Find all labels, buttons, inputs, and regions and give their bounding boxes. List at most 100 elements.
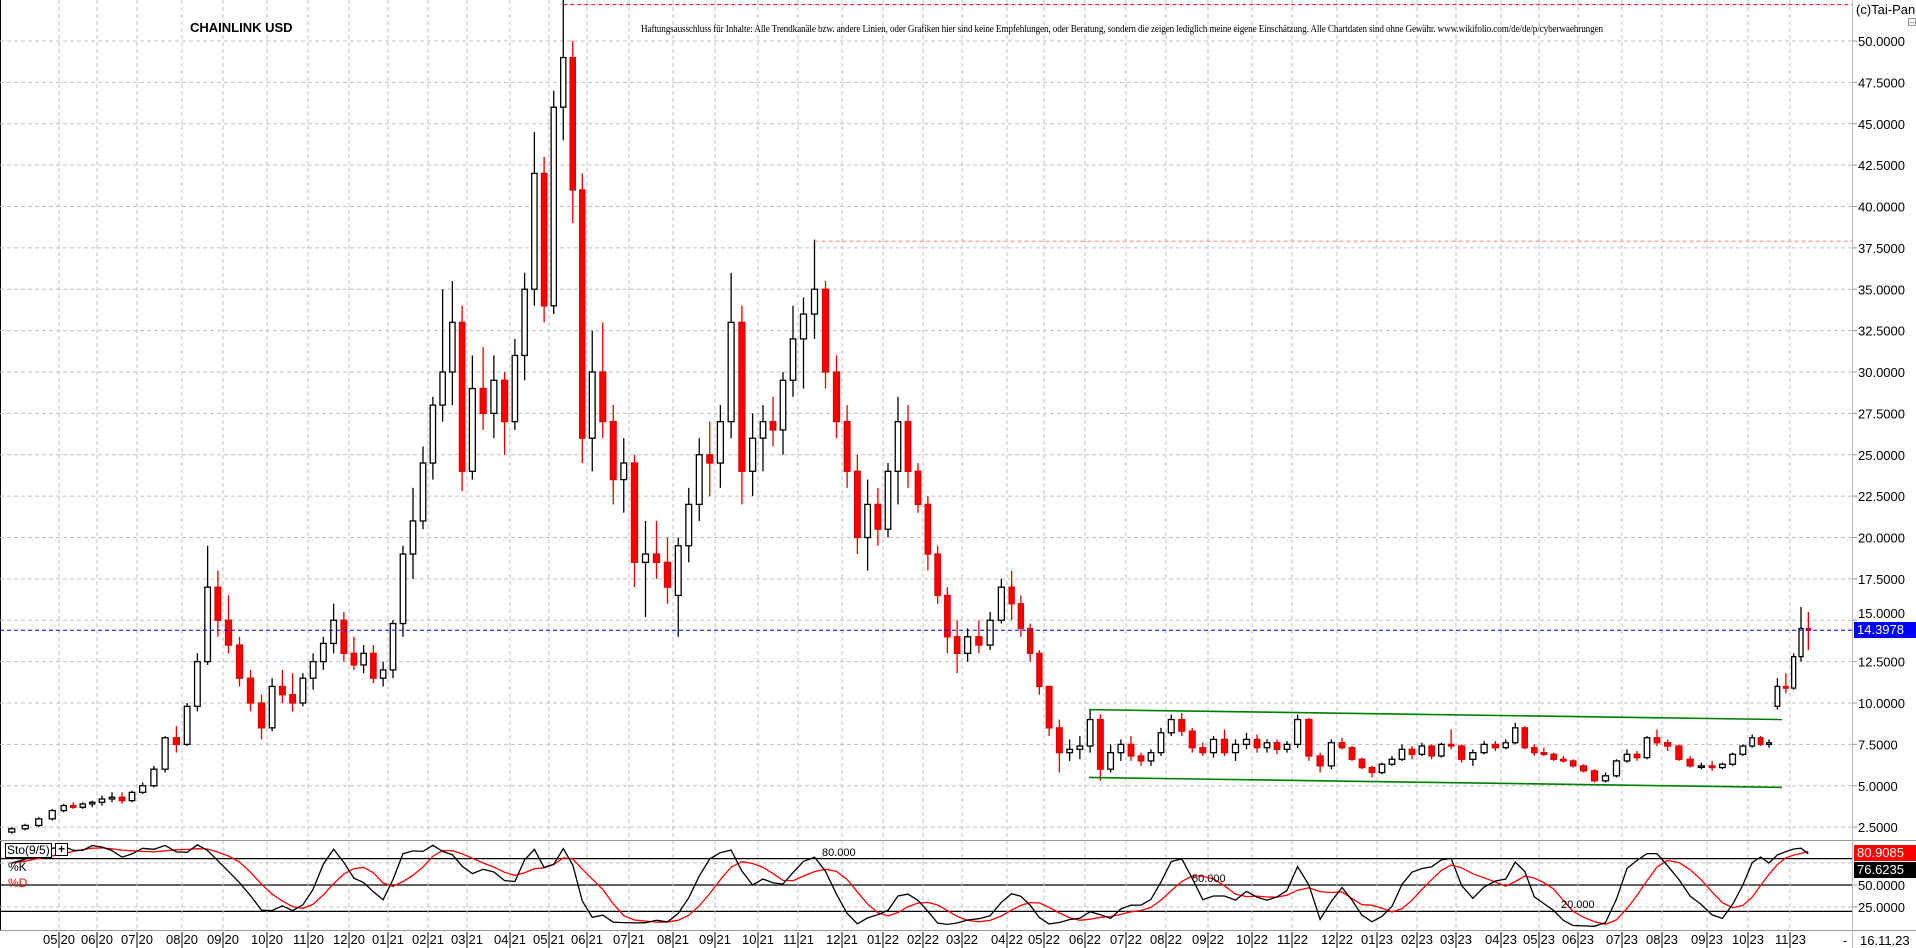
candle <box>663 537 672 604</box>
candle-body <box>1457 745 1466 760</box>
candle <box>330 603 338 654</box>
candle-body <box>609 420 617 481</box>
candle-body <box>449 321 456 373</box>
candle <box>843 405 851 488</box>
month-label: 07 <box>1606 932 1620 947</box>
candle-body <box>118 796 126 802</box>
candle <box>1242 732 1251 750</box>
candle-body <box>501 379 509 423</box>
indicator-name[interactable]: Sto(9/5) <box>5 843 52 858</box>
candle <box>268 678 276 732</box>
candle <box>1398 744 1406 761</box>
candle-body <box>1327 742 1336 767</box>
candle <box>1017 595 1025 637</box>
month-label: 10 <box>742 932 756 947</box>
candle <box>1766 739 1772 748</box>
candle-body <box>88 801 96 805</box>
collapse-icon[interactable] <box>1908 18 1916 26</box>
candle-body <box>1368 766 1376 774</box>
price-tick-label: 7.5000 <box>1858 737 1898 752</box>
month-label: 04 <box>991 932 1005 947</box>
level-label-80: 80.000 <box>822 847 856 859</box>
candle <box>479 347 487 430</box>
candle <box>904 405 912 488</box>
candle <box>997 578 1006 624</box>
candle-body <box>1096 718 1104 770</box>
candle <box>1540 747 1548 756</box>
candle <box>501 372 509 455</box>
stoch-tick-label: 25.0000 <box>1858 900 1905 915</box>
stoch-tick-label: 50.0000 <box>1858 878 1905 893</box>
candle-body <box>997 586 1006 621</box>
year-label: 23 <box>1750 932 1764 947</box>
candle-body <box>963 636 972 654</box>
candle <box>963 628 972 662</box>
k-legend: %K <box>8 860 27 874</box>
candle <box>569 41 577 224</box>
candle <box>8 827 16 834</box>
candle <box>853 454 861 555</box>
year-label: 22 <box>1339 932 1353 947</box>
candle <box>214 570 222 637</box>
candle-body <box>864 503 872 539</box>
price-tick-label: 40.0000 <box>1858 200 1905 215</box>
chart-title: CHAINLINK USD <box>190 20 293 35</box>
candle-body <box>1293 718 1302 746</box>
candle <box>350 636 358 670</box>
candle-body <box>1388 758 1396 765</box>
candle-body <box>490 379 498 415</box>
candle-body <box>1428 745 1435 757</box>
candle-body <box>789 338 797 381</box>
candle-body <box>810 288 819 315</box>
year-label: 22 <box>1254 932 1268 947</box>
candle <box>150 765 158 788</box>
price-tick-label: 10.0000 <box>1858 696 1905 711</box>
candle <box>1199 742 1207 756</box>
month-label: 06 <box>1069 932 1083 947</box>
price-tick-label: 47.5000 <box>1858 75 1905 90</box>
candle-body <box>521 288 528 357</box>
candle-body <box>204 586 212 663</box>
year-label: 22 <box>1294 932 1308 947</box>
candle <box>1521 726 1529 750</box>
candle-body <box>914 470 922 506</box>
candle <box>706 421 714 497</box>
year-label: 23 <box>1792 932 1806 947</box>
indicator-add-icon[interactable]: + <box>55 843 68 856</box>
year-label: 22 <box>885 932 899 947</box>
price-tick-label: 20.0000 <box>1858 531 1905 546</box>
candle <box>1408 746 1416 760</box>
candle <box>1457 744 1466 763</box>
candle-body <box>1739 745 1747 755</box>
candle-body <box>108 796 116 800</box>
candle-body <box>1590 770 1599 782</box>
price-tick-label: 15.0000 <box>1858 606 1905 621</box>
candle <box>695 438 703 521</box>
candle <box>1469 749 1477 766</box>
candle-body <box>1076 745 1084 750</box>
candle <box>1774 678 1781 710</box>
candle-body <box>706 454 714 464</box>
candle-body <box>1469 752 1477 760</box>
price-tick-label: 17.5000 <box>1858 572 1905 587</box>
candle <box>439 289 446 422</box>
candle <box>1316 752 1324 773</box>
d-legend: %D <box>8 876 28 890</box>
candle-body <box>630 462 639 563</box>
candle-body <box>1601 775 1610 782</box>
candle-body <box>1066 748 1074 754</box>
candle-body <box>1127 743 1135 757</box>
candle-body <box>569 56 577 191</box>
candle-body <box>1026 627 1034 655</box>
candle <box>944 587 951 654</box>
price-tick-label: 25.0000 <box>1858 448 1905 463</box>
candle <box>578 173 586 464</box>
candle <box>69 802 77 809</box>
candle-body <box>458 321 466 472</box>
month-label: 02 <box>412 932 426 947</box>
candle <box>246 669 255 712</box>
candle-body <box>439 371 446 406</box>
candle-body <box>769 420 777 431</box>
candle-body <box>1729 753 1737 765</box>
year-label: 21 <box>390 932 404 947</box>
